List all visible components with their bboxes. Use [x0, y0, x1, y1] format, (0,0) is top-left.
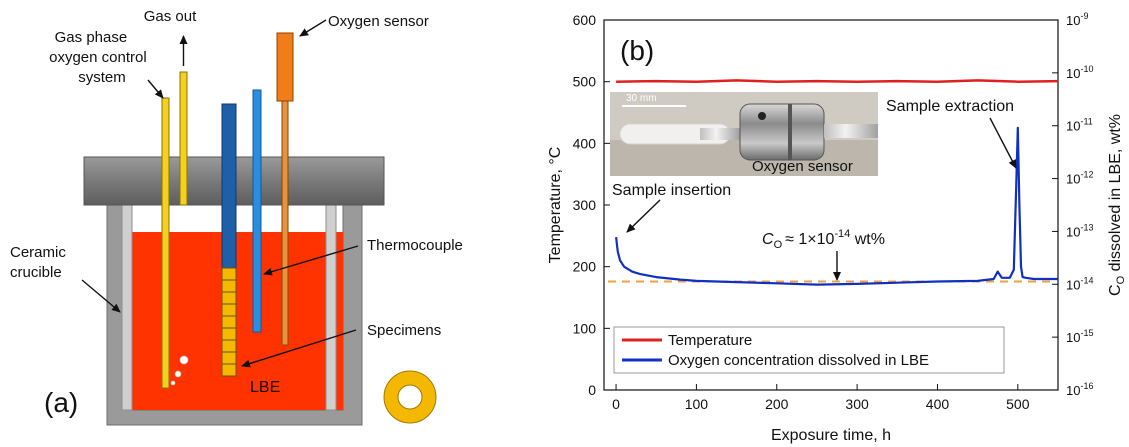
oxygen-sensor-photo: 30 mm Oxygen sensor	[610, 92, 878, 176]
ring-hole	[397, 384, 423, 410]
crucible-liner-left	[121, 204, 133, 411]
specimen	[221, 339, 237, 353]
gas-bubble	[174, 370, 182, 378]
x-tick-label: 0	[612, 396, 620, 412]
x-tick-label: 300	[845, 396, 869, 412]
crucible-label: Ceramic crucible	[10, 244, 70, 281]
y2-tick-label: 10-13	[1066, 222, 1093, 239]
specimen	[221, 327, 237, 341]
specimens-label: Specimens	[367, 322, 441, 339]
specimen	[221, 363, 237, 377]
extraction-arrow	[989, 117, 1017, 169]
y2-tick-label: 10-9	[1066, 11, 1088, 28]
legend-label-oxygen: Oxygen concentration dissolved in LBE	[668, 352, 929, 369]
specimen	[221, 315, 237, 329]
specimen	[221, 351, 237, 365]
y-tick-label: 600	[573, 12, 597, 28]
legend-box	[613, 326, 1005, 374]
y2-tick-label: 10-15	[1066, 328, 1093, 345]
sample-insertion-label: Sample insertion	[612, 182, 731, 199]
specimen	[221, 267, 237, 281]
y2-axis-title: CO dissolved in LBE, wt%	[1107, 114, 1127, 296]
series-line-oxygen	[615, 126, 1058, 286]
y-axis-right: 10-16 10-15 10-14 10-13 10-12 10-11 10-10 10-9	[1052, 11, 1093, 398]
y2-tick-label: 10-16	[1066, 381, 1093, 398]
x-axis-title: Exposure time, h	[771, 427, 891, 444]
gas-out-label: Gas out	[144, 8, 197, 25]
sensor-cable	[824, 124, 878, 138]
series-line-temperature	[616, 79, 1059, 83]
sensor-body-groove	[788, 104, 792, 160]
y-tick-label: 500	[573, 74, 597, 90]
x-tick-label: 100	[685, 396, 709, 412]
thermocouple	[252, 89, 262, 333]
y-tick-label: 0	[588, 382, 596, 398]
panel-a-label: (a)	[44, 387, 78, 418]
gas-bubble	[179, 355, 189, 365]
y-axis-left: 0 100 200 300 400 500 600	[573, 12, 610, 398]
oxygen-sensor-head	[276, 32, 294, 102]
crucible-liner-right	[325, 204, 337, 411]
series-group	[615, 79, 1059, 286]
x-tick-label: 200	[765, 396, 789, 412]
y2-tick-label: 10-10	[1066, 64, 1093, 81]
lbe-label: LBE	[250, 379, 280, 396]
x-axis: 0 100 200 300 400 500	[612, 384, 1030, 412]
y-axis-title: Temperature, °C	[547, 147, 564, 264]
crucible-arrow	[81, 279, 121, 313]
y2-tick-label: 10-12	[1066, 170, 1093, 187]
photo-scale-label: 30 mm	[626, 93, 657, 104]
co-annotation: CO ≈ 1×10-14 wt%	[762, 228, 885, 251]
y-tick-label: 200	[573, 259, 597, 275]
thermocouple-arrow	[263, 245, 359, 276]
gas-control-label: Gas phase oxygen control system	[49, 29, 151, 86]
specimen	[221, 291, 237, 305]
panel-a: Gas phase oxygen control system Gas out …	[10, 8, 463, 426]
x-tick-label: 400	[926, 396, 950, 412]
sensor-hole	[758, 112, 766, 120]
x-tick-label: 500	[1006, 396, 1030, 412]
oxygen-sensor-label: Oxygen sensor	[328, 13, 429, 30]
gas-bubble	[170, 380, 176, 386]
y-tick-label: 300	[573, 197, 597, 213]
sensor-metal-rod	[700, 128, 740, 140]
sensor-body	[739, 103, 825, 161]
thermocouple-label: Thermocouple	[367, 237, 463, 254]
y2-tick-label: 10-11	[1066, 117, 1093, 134]
oxygen-sensor-arrow	[299, 19, 327, 37]
insertion-arrow	[626, 199, 661, 233]
gas-control-tube	[161, 97, 170, 389]
specimen	[221, 279, 237, 293]
y-tick-label: 400	[573, 135, 597, 151]
panel-b: 0 100 200 300 400 500 0 100 200 300 400 500 600 10-…	[547, 11, 1127, 444]
specimen	[221, 303, 237, 317]
y-tick-label: 100	[573, 320, 597, 336]
specimens-arrow	[241, 329, 357, 368]
gas-control-arrow	[147, 79, 164, 99]
photo-caption: Oxygen sensor	[752, 158, 853, 175]
legend: Temperature Oxygen concentration dissolv…	[613, 326, 1005, 374]
legend-label-temperature: Temperature	[668, 332, 752, 349]
y2-tick-label: 10-14	[1066, 275, 1093, 292]
specimen-holder	[221, 103, 237, 269]
panel-b-label: (b)	[620, 35, 654, 66]
sample-extraction-label: Sample extraction	[886, 98, 1014, 115]
gas-out-tube	[179, 71, 188, 206]
oxygen-sensor-rod	[281, 100, 289, 346]
specimen-stack	[221, 267, 237, 377]
